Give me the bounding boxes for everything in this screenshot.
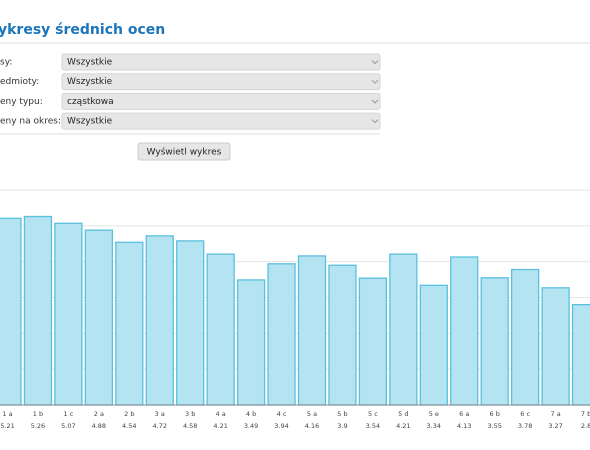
- x-tick-label: 5 b: [337, 410, 347, 418]
- x-tick-label: 3 a: [155, 410, 165, 418]
- field-label: sy:: [0, 58, 12, 68]
- button-bg[interactable]: [137, 142, 231, 161]
- bar: [267, 263, 296, 406]
- value-label: 5.26: [31, 422, 45, 430]
- value-label: 3.54: [366, 422, 380, 430]
- bar: [328, 264, 357, 406]
- value-label: 3.27: [548, 422, 562, 430]
- value-label: 3.34: [427, 422, 441, 430]
- bar: [297, 255, 327, 406]
- x-tick-label: 4 b: [246, 410, 256, 418]
- value-label: 4.54: [122, 422, 136, 430]
- bar: [389, 253, 418, 406]
- select-value[interactable]: Wszystkie: [67, 117, 113, 127]
- value-label: 3.78: [518, 422, 532, 430]
- select-arrow[interactable]: [371, 79, 379, 84]
- x-tick-label: 5 c: [368, 410, 378, 418]
- select-value[interactable]: cząstkowa: [67, 97, 114, 107]
- button[interactable]: Wyświetl wykres: [137, 142, 231, 161]
- x-tick-label: 6 b: [490, 410, 500, 418]
- value-label: 5.07: [61, 422, 75, 430]
- filter-form: sy: Wszystkie edmioty: Wszystkie eny typu: cz…: [0, 53, 381, 130]
- x-tick-label: 2 a: [94, 410, 104, 418]
- bar: [176, 240, 205, 406]
- x-tick-label: 2 b: [124, 410, 134, 418]
- x-tick-label: 6 c: [520, 410, 530, 418]
- select-box[interactable]: [61, 53, 381, 71]
- field-label: eny na okres:: [0, 117, 61, 127]
- bar: [84, 229, 113, 406]
- bar: [0, 217, 22, 406]
- value-label: 3.55: [487, 422, 501, 430]
- x-tick-label: 6 a: [459, 410, 469, 418]
- value-label: 4.13: [457, 422, 471, 430]
- value-label: 4.21: [396, 422, 410, 430]
- select-value[interactable]: Wszystkie: [67, 58, 113, 68]
- value-label: 4.88: [92, 422, 106, 430]
- page-title: ykresy średnich ocen: [0, 22, 165, 38]
- select-box[interactable]: [61, 112, 381, 130]
- value-label: 5.21: [0, 422, 14, 430]
- bar: [358, 277, 388, 406]
- bar: [145, 235, 174, 406]
- select-box[interactable]: [61, 73, 381, 91]
- value-label: 4.21: [213, 422, 227, 430]
- value-label: 4.58: [183, 422, 197, 430]
- bar: [571, 304, 590, 406]
- value-label: 3.94: [274, 422, 288, 430]
- bar: [450, 256, 479, 406]
- select-arrow[interactable]: [371, 60, 379, 65]
- x-tick-label: 1 c: [64, 410, 74, 418]
- x-tick-label: 1 b: [33, 410, 43, 418]
- bar: [480, 277, 509, 406]
- select-box[interactable]: [61, 92, 381, 110]
- x-tick-label: 4 a: [216, 410, 226, 418]
- bar: [54, 222, 83, 406]
- chart: 1 a 5.21 1 b 5.26 1 c 5.07 2 a 4.88 2 b 4.54 3 a 4.…: [0, 189, 590, 430]
- value-label: 3.49: [244, 422, 258, 430]
- value-label: 4.72: [153, 422, 167, 430]
- x-tick-label: 1 a: [2, 410, 12, 418]
- select-value[interactable]: Wszystkie: [67, 77, 113, 87]
- value-label: 3.9: [337, 422, 347, 430]
- bar: [115, 241, 144, 406]
- bar: [236, 279, 266, 406]
- bar: [510, 268, 540, 406]
- x-tick-label: 4 c: [277, 410, 287, 418]
- field-label: eny typu:: [0, 97, 43, 107]
- bar: [541, 287, 570, 406]
- select-arrow[interactable]: [371, 119, 379, 124]
- x-tick-label: 5 d: [398, 410, 408, 418]
- field-label: edmioty:: [0, 77, 39, 87]
- bar: [419, 284, 448, 406]
- x-tick-label: 5 e: [429, 410, 439, 418]
- value-label: 2.8: [581, 422, 590, 430]
- value-label: 4.16: [305, 422, 319, 430]
- x-tick-label: 5 a: [307, 410, 317, 418]
- bar: [206, 253, 235, 406]
- x-tick-label: 7 b: [581, 410, 590, 418]
- button-label[interactable]: Wyświetl wykres: [147, 147, 222, 158]
- select-arrow[interactable]: [371, 99, 379, 104]
- x-tick-label: 7 a: [551, 410, 561, 418]
- x-tick-label: 3 b: [185, 410, 195, 418]
- bar: [23, 215, 53, 406]
